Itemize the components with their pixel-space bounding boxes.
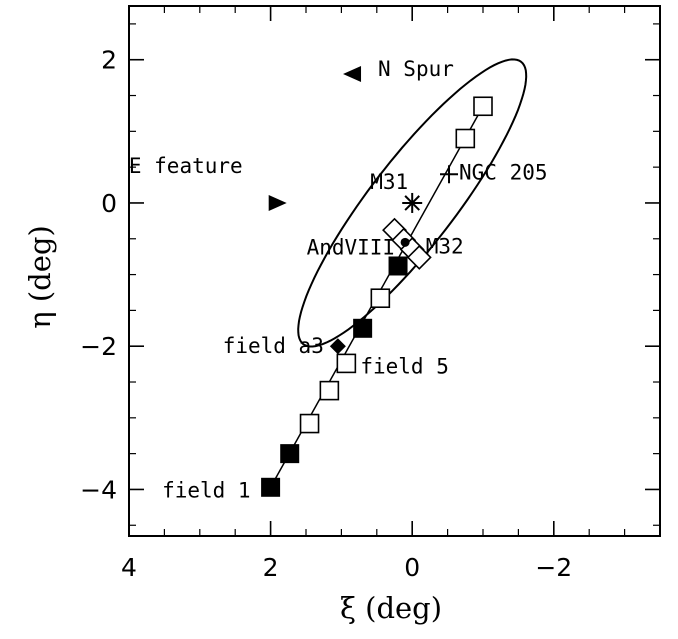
filled-square-point [353,318,373,338]
tick-labels-group: 4 2 0 −2 2 0 −2 −4 [80,46,572,582]
field-1-label: field 1 [162,478,251,502]
y-tick-label: 0 [101,189,117,218]
m31-disk-ellipse [297,58,528,348]
x-axis-title: ξ (deg) [340,591,442,625]
open-square-point [455,128,476,149]
filled-square-point [261,477,281,497]
plot-frame [128,5,661,537]
data-marks-group [261,58,528,497]
open-diamond-point [406,244,432,270]
e-feature-marker [268,194,287,211]
annotations-group: M31 M32 AndVIII NGC 205 N Spur E feature field… [129,57,548,502]
field-5-label: field 5 [360,354,449,378]
ngc205-marker [440,165,459,184]
filled-square-point [388,256,408,276]
plot-frame-group [128,5,661,537]
andviii-label: AndVIII [307,235,396,259]
open-square-point [370,288,391,309]
open-square-point [319,380,340,401]
m32-label: M32 [426,235,464,259]
open-square-point [336,353,357,374]
axis-ticks-group [128,6,661,536]
filled-square-point [280,444,300,464]
x-tick-label: 4 [121,553,137,582]
field-a3-label: field a3 [223,334,324,358]
y-axis-title: η (deg) [23,225,57,329]
y-tick-label: −4 [80,475,117,504]
n-spur-label: N Spur [378,57,454,81]
y-tick-label: 2 [101,46,117,75]
x-tick-label: −2 [535,553,572,582]
x-tick-label: 2 [263,553,279,582]
ngc205-label: NGC 205 [459,160,548,184]
e-feature-label: E feature [129,154,243,178]
x-tick-label: 0 [404,553,420,582]
y-tick-label: −2 [80,332,117,361]
m31-marker [404,195,420,211]
field-a3-marker [329,338,346,355]
open-square-point [299,413,320,434]
andviii-marker [400,237,410,247]
open-square-point [473,96,493,117]
m31-label: M31 [370,170,408,194]
n-spur-marker [343,66,362,83]
